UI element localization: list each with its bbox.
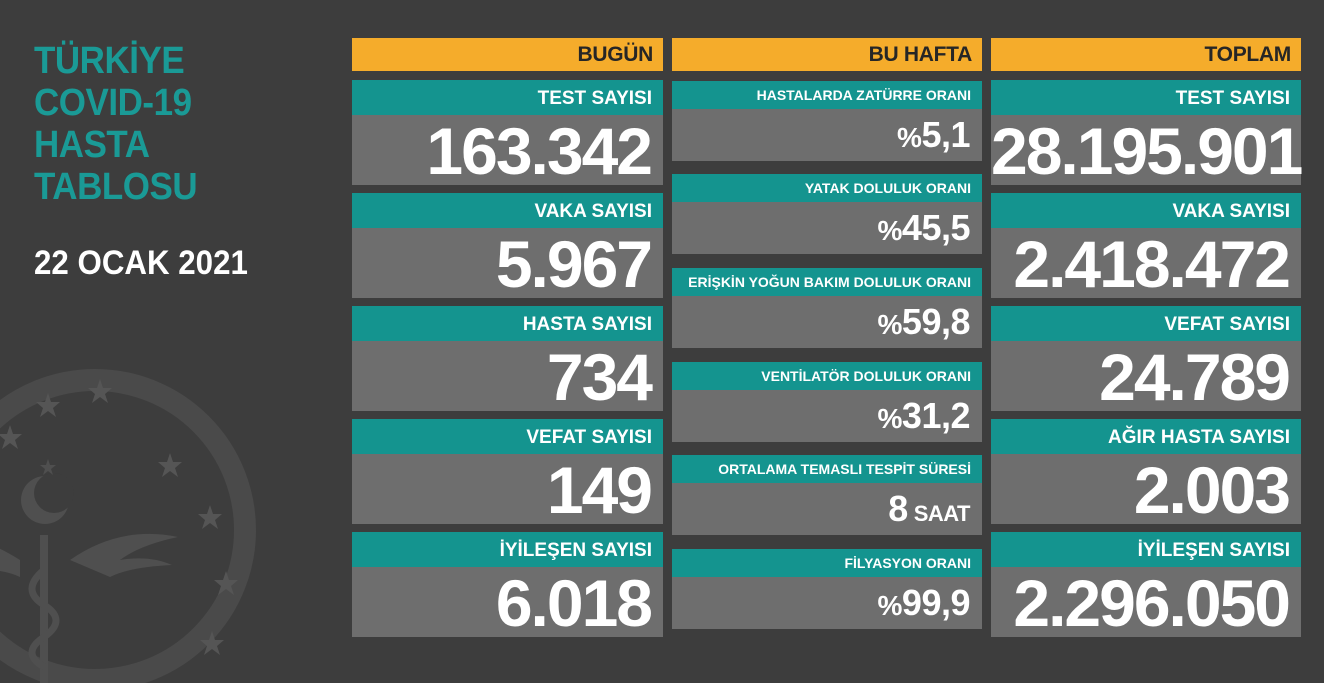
card-label: AĞIR HASTA SAYISI <box>991 419 1301 454</box>
percent-sign: % <box>877 590 903 621</box>
week-heading: BU HAFTA <box>672 38 982 71</box>
percent-sign: % <box>897 122 922 153</box>
card-value: 163.342 <box>352 115 663 187</box>
today-column: BUGÜN TEST SAYISI 163.342 VAKA SAYISI 5.… <box>352 38 663 639</box>
card-value: 24.789 <box>991 341 1301 413</box>
title-line: COVID-19 <box>34 82 192 124</box>
card-label: FİLYASYON ORANI <box>672 549 982 577</box>
card-label: VEFAT SAYISI <box>352 419 663 454</box>
card-value: %99,9 <box>672 577 982 629</box>
card-value: 734 <box>352 341 663 413</box>
card-label: VENTİLATÖR DOLULUK ORANI <box>672 362 982 390</box>
percent-sign: % <box>877 309 903 340</box>
today-heading: BUGÜN <box>352 38 663 71</box>
card-value: 2.003 <box>991 454 1301 526</box>
card-value: 28.195.901 <box>991 114 1303 188</box>
total-death-card: VEFAT SAYISI 24.789 <box>991 306 1301 413</box>
value-unit: SAAT <box>913 501 971 526</box>
week-bed-card: YATAK DOLULUK ORANI %45,5 <box>672 174 982 254</box>
card-value: %31,2 <box>672 390 982 442</box>
value-number: 5,1 <box>921 114 970 155</box>
today-case-card: VAKA SAYISI 5.967 <box>352 193 663 300</box>
value-number: 99,9 <box>901 582 971 623</box>
total-column: TOPLAM TEST SAYISI 28.195.901 VAKA SAYIS… <box>991 38 1303 639</box>
card-label: YATAK DOLULUK ORANI <box>672 174 982 202</box>
today-recovered-card: İYİLEŞEN SAYISI 6.018 <box>352 532 663 639</box>
card-label: VEFAT SAYISI <box>991 306 1301 341</box>
card-label: TEST SAYISI <box>991 80 1301 115</box>
card-value: 2.418.472 <box>991 228 1301 300</box>
card-value: 8 SAAT <box>672 483 982 535</box>
card-label: İYİLEŞEN SAYISI <box>991 532 1301 567</box>
card-label: VAKA SAYISI <box>352 193 663 228</box>
card-label: HASTALARDA ZATÜRRE ORANI <box>672 81 982 109</box>
week-contact-time-card: ORTALAMA TEMASLI TESPİT SÜRESİ 8 SAAT <box>672 455 982 535</box>
today-death-card: VEFAT SAYISI 149 <box>352 419 663 526</box>
week-ventilator-card: VENTİLATÖR DOLULUK ORANI %31,2 <box>672 362 982 442</box>
week-icu-card: ERİŞKİN YOĞUN BAKIM DOLULUK ORANI %59,8 <box>672 268 982 348</box>
total-severe-card: AĞIR HASTA SAYISI 2.003 <box>991 419 1301 526</box>
total-heading: TOPLAM <box>991 38 1301 71</box>
title-line: TÜRKİYE <box>34 40 185 82</box>
card-label: ORTALAMA TEMASLI TESPİT SÜRESİ <box>672 455 982 483</box>
page-title: TÜRKİYE COVID-19 HASTA TABLOSU <box>34 40 198 208</box>
emblem-watermark-icon <box>0 369 256 683</box>
percent-sign: % <box>877 403 903 434</box>
card-value: %5,1 <box>672 109 982 161</box>
title-line: HASTA <box>34 124 150 166</box>
card-label: İYİLEŞEN SAYISI <box>352 532 663 567</box>
card-value: 2.296.050 <box>991 567 1301 639</box>
total-test-card: TEST SAYISI 28.195.901 <box>991 80 1303 188</box>
value-number: 45,5 <box>901 207 971 248</box>
value-number: 31,2 <box>901 395 971 436</box>
title-line: TABLOSU <box>34 166 198 208</box>
card-label: ERİŞKİN YOĞUN BAKIM DOLULUK ORANI <box>672 268 982 296</box>
today-patient-card: HASTA SAYISI 734 <box>352 306 663 413</box>
week-pneumonia-card: HASTALARDA ZATÜRRE ORANI %5,1 <box>672 81 982 161</box>
card-label: HASTA SAYISI <box>352 306 663 341</box>
card-label: TEST SAYISI <box>352 80 663 115</box>
value-number: 59,8 <box>901 301 971 342</box>
card-value: %45,5 <box>672 202 982 254</box>
report-date: 22 OCAK 2021 <box>34 244 248 282</box>
percent-sign: % <box>877 215 903 246</box>
card-value: 5.967 <box>352 228 663 300</box>
week-column: BU HAFTA HASTALARDA ZATÜRRE ORANI %5,1 Y… <box>672 38 982 629</box>
total-recovered-card: İYİLEŞEN SAYISI 2.296.050 <box>991 532 1301 639</box>
card-value: %59,8 <box>672 296 982 348</box>
today-test-card: TEST SAYISI 163.342 <box>352 80 663 187</box>
week-filiation-card: FİLYASYON ORANI %99,9 <box>672 549 982 629</box>
card-value: 6.018 <box>352 567 663 639</box>
value-number: 8 <box>888 488 908 529</box>
total-case-card: VAKA SAYISI 2.418.472 <box>991 193 1301 300</box>
card-value: 149 <box>352 454 663 526</box>
card-label: VAKA SAYISI <box>991 193 1301 228</box>
